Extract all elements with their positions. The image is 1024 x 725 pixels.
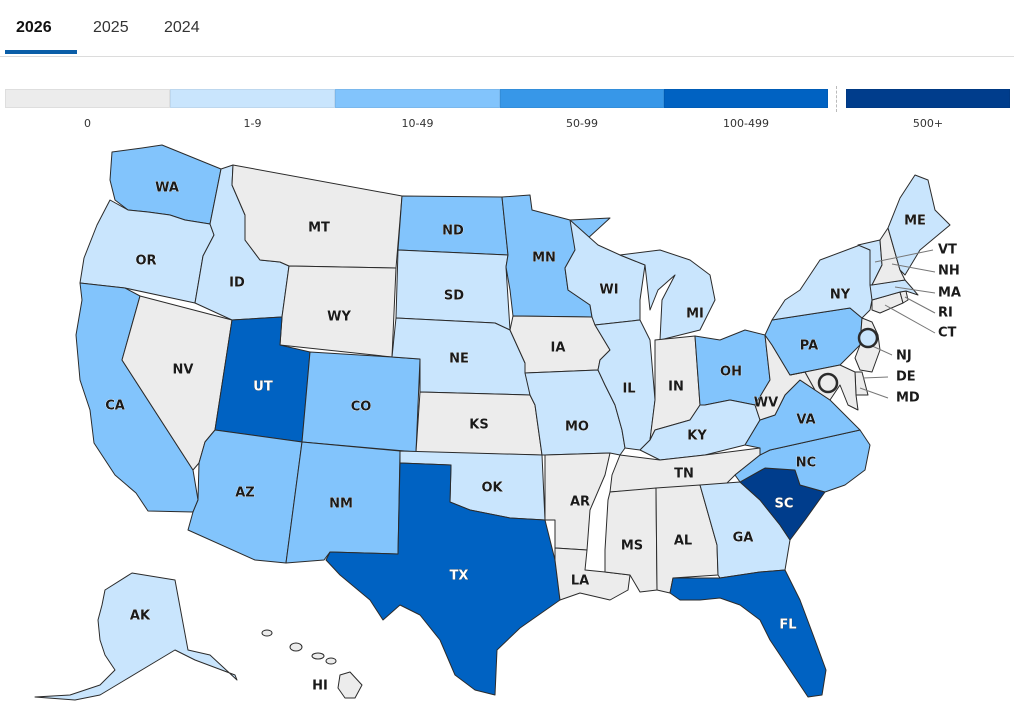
label-az: AZ <box>235 486 255 501</box>
marker-dc[interactable] <box>817 372 839 394</box>
legend-swatch-50-99 <box>500 89 664 108</box>
label-sd: SD <box>444 289 464 304</box>
label-ok: OK <box>481 481 503 496</box>
leader-vt <box>874 249 934 263</box>
label-in: IN <box>668 380 684 395</box>
label-nd: ND <box>442 224 464 239</box>
state-ak[interactable] <box>34 572 238 701</box>
label-mi: MI <box>686 307 704 322</box>
legend-swatch-500-plus <box>846 89 1010 108</box>
label-me: ME <box>904 214 926 229</box>
label-ca: CA <box>105 399 125 414</box>
label-sc: SC <box>775 497 794 512</box>
legend-label-500-plus: 500+ <box>912 117 944 130</box>
marker-nyc[interactable] <box>857 327 879 349</box>
label-wv: WV <box>754 396 778 411</box>
label-wy: WY <box>327 310 351 325</box>
legend-label-0: 0 <box>84 117 91 130</box>
label-mt: MT <box>308 221 330 236</box>
leader-ri <box>904 296 936 314</box>
state-hi[interactable] <box>261 629 363 699</box>
leader-md <box>859 387 889 399</box>
leader-de <box>862 376 889 379</box>
label-id: ID <box>229 276 245 291</box>
state-wy[interactable] <box>279 265 397 358</box>
label-ia: IA <box>551 341 566 356</box>
label-la: LA <box>571 574 589 589</box>
legend-divider <box>836 86 837 112</box>
label-tn: TN <box>674 467 694 482</box>
legend-label-10-49: 10-49 <box>401 117 434 130</box>
legend-swatch-0 <box>5 89 170 108</box>
label-fl: FL <box>779 618 796 633</box>
year-tabs: 2026 2025 2024 <box>0 0 1014 57</box>
tab-2025[interactable]: 2025 <box>93 19 129 36</box>
active-tab-indicator <box>5 50 77 54</box>
leader-ma <box>894 286 936 294</box>
label-ak: AK <box>130 609 151 624</box>
label-ma: MA <box>938 286 961 301</box>
state-ny[interactable] <box>771 244 873 321</box>
label-nv: NV <box>173 363 194 378</box>
tab-2026[interactable]: 2026 <box>16 19 52 36</box>
state-tx[interactable] <box>325 462 561 696</box>
label-ks: KS <box>469 418 488 433</box>
label-ne: NE <box>449 352 469 367</box>
label-pa: PA <box>800 339 818 354</box>
state-me[interactable] <box>887 174 951 276</box>
label-tx: TX <box>450 569 469 584</box>
legend-swatch-100-499 <box>664 89 828 108</box>
label-ut: UT <box>253 380 273 395</box>
label-co: CO <box>351 400 372 415</box>
leader-nh <box>891 263 936 273</box>
label-wa: WA <box>155 181 179 196</box>
legend-label-50-99: 50-99 <box>566 117 598 130</box>
label-al: AL <box>674 534 692 549</box>
label-md: MD <box>896 391 920 406</box>
label-ny: NY <box>830 288 851 303</box>
label-hi: HI <box>312 679 328 694</box>
state-il[interactable] <box>594 319 656 451</box>
us-choropleth-map: WA OR CA ID NV MT WY UT CO AZ NM ND SD N… <box>34 144 961 701</box>
label-va: VA <box>796 413 815 428</box>
label-de: DE <box>896 370 916 385</box>
leader-ct <box>884 304 936 334</box>
label-nh: NH <box>938 264 960 279</box>
label-ms: MS <box>621 539 643 554</box>
tab-2024[interactable]: 2024 <box>164 19 200 36</box>
state-ma[interactable] <box>869 279 919 301</box>
label-mo: MO <box>565 420 589 435</box>
state-la[interactable] <box>554 547 631 601</box>
state-co[interactable] <box>301 351 421 453</box>
legend-label-100-499: 100-499 <box>723 117 769 130</box>
label-oh: OH <box>720 365 742 380</box>
label-vt: VT <box>938 243 957 258</box>
label-ga: GA <box>733 531 754 546</box>
legend-swatch-10-49 <box>335 89 500 108</box>
label-ri: RI <box>938 306 953 321</box>
legend-swatch-1-9 <box>170 89 335 108</box>
state-mt[interactable] <box>231 164 403 269</box>
label-or: OR <box>135 254 156 269</box>
color-legend: 0 1-9 10-49 50-99 100-499 500+ <box>5 86 1011 130</box>
label-nm: NM <box>329 497 353 512</box>
state-de[interactable] <box>854 371 869 396</box>
label-nj: NJ <box>896 349 912 364</box>
leader-nj <box>869 344 893 356</box>
label-ct: CT <box>938 326 957 341</box>
label-wi: WI <box>599 283 618 298</box>
label-mn: MN <box>532 251 556 266</box>
label-il: IL <box>622 382 635 397</box>
state-fl[interactable] <box>669 569 827 698</box>
label-ar: AR <box>570 495 590 510</box>
label-ky: KY <box>687 429 707 444</box>
legend-label-1-9: 1-9 <box>243 117 262 130</box>
label-nc: NC <box>796 456 816 471</box>
